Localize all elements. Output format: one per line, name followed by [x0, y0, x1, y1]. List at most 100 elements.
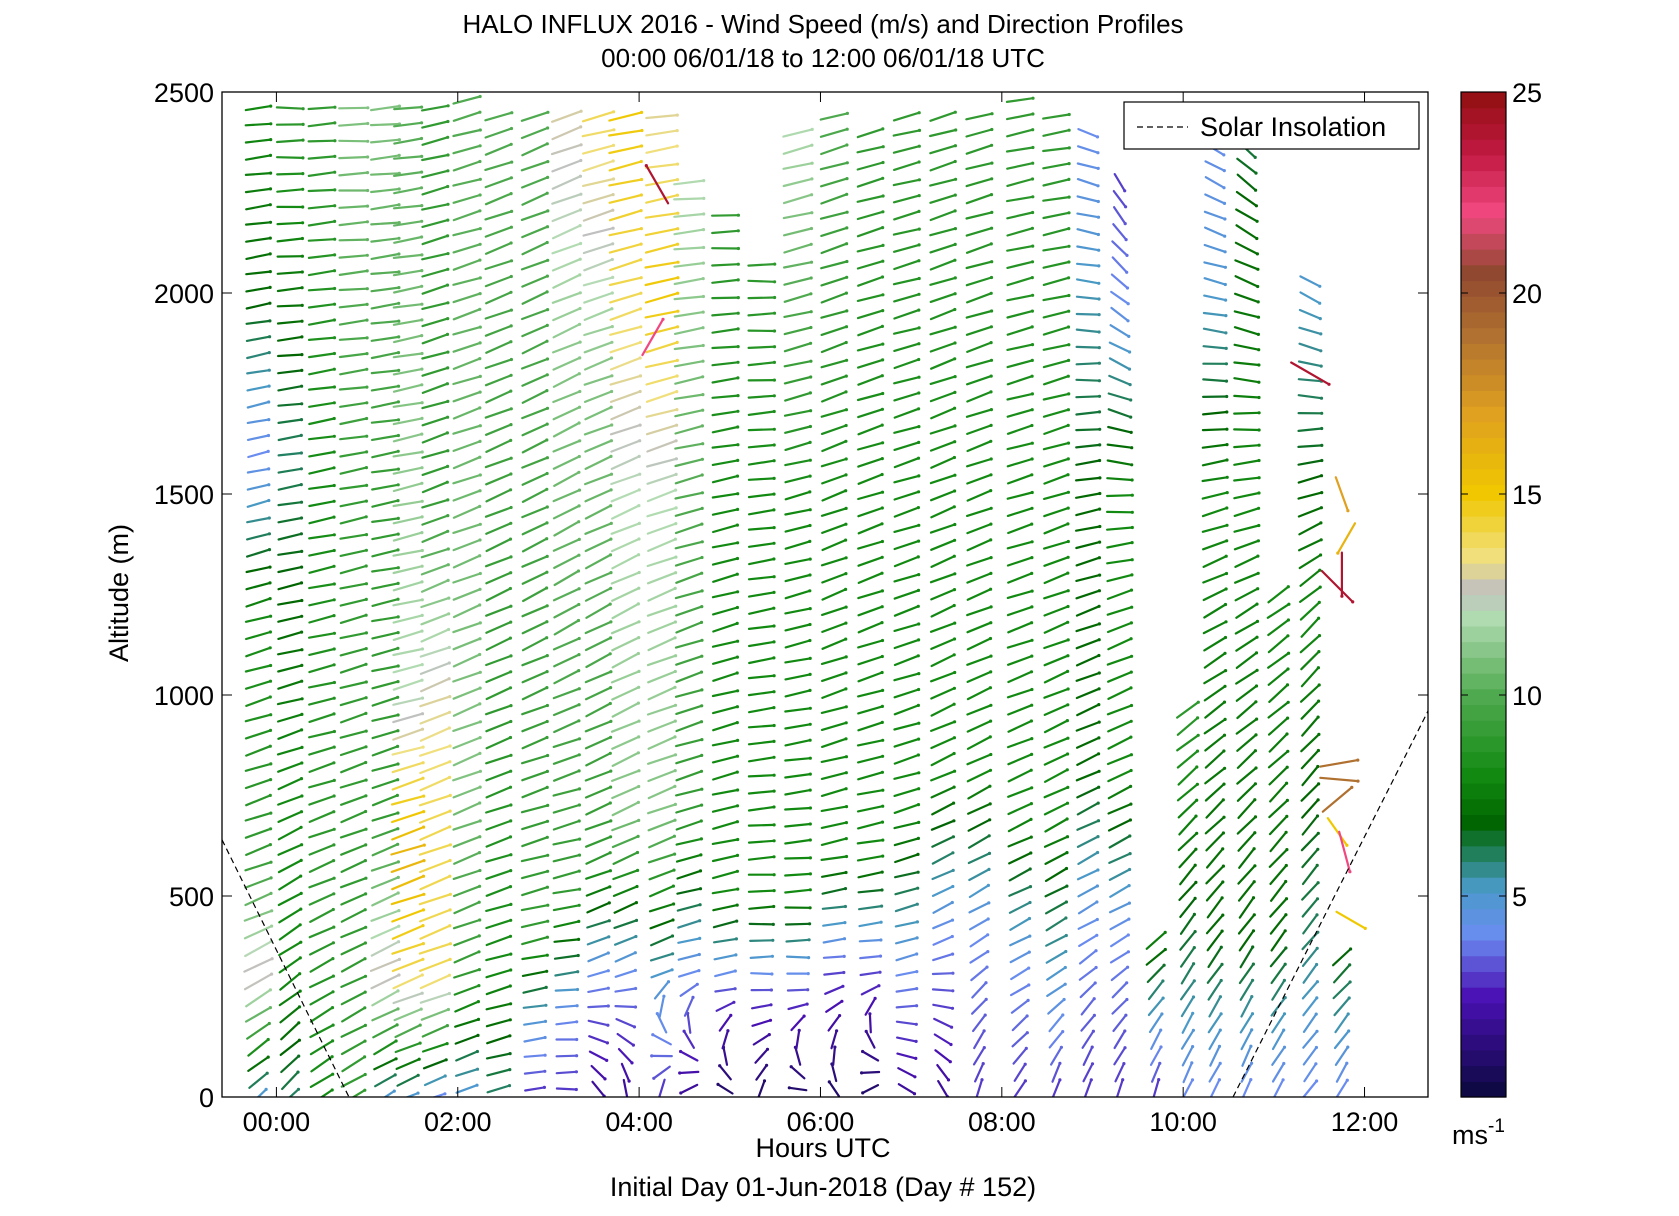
wind-barb [1179, 864, 1197, 886]
wind-barb-head [268, 695, 272, 699]
wind-barb-head [1286, 716, 1290, 720]
wind-barb [308, 466, 336, 475]
wind-barb-head [736, 443, 740, 447]
wind-barb [650, 968, 674, 979]
wind-barb [677, 953, 701, 961]
wind-barb [308, 401, 336, 408]
wind-barb-head [1319, 521, 1323, 525]
wind-barb-head [478, 736, 482, 740]
wind-barb [823, 971, 845, 976]
wind-barb [856, 226, 884, 238]
wind-barb-head [952, 588, 957, 592]
wind-barb [1006, 491, 1034, 500]
wind-barb-head [772, 656, 776, 660]
wind-barb [371, 499, 400, 508]
wind-barb-head [1030, 441, 1034, 445]
x-tick-label: 04:00 [605, 1107, 673, 1137]
wind-barb-head [1196, 733, 1200, 737]
wind-barb [1112, 1014, 1128, 1033]
wind-barb-head [655, 1012, 659, 1016]
wind-barb-head [700, 506, 704, 510]
wind-barb-head [446, 514, 450, 518]
wind-barb [583, 307, 614, 321]
wind-barb-head [1220, 962, 1224, 967]
wind-barb-head [299, 777, 304, 781]
wind-barb [966, 753, 992, 766]
wind-barb-head [880, 506, 884, 510]
wind-barb [1335, 1062, 1348, 1083]
wind-barb [1335, 1079, 1349, 1097]
wind-barb [783, 409, 812, 417]
wind-barb-head [363, 1039, 367, 1043]
wind-barb [392, 565, 424, 575]
wind-barb-head [675, 358, 680, 362]
wind-barb-head [953, 341, 957, 345]
wind-barb-head [772, 889, 776, 893]
wind-barb [520, 209, 549, 221]
colorbar-cell [1461, 327, 1506, 344]
wind-barb-head [420, 499, 424, 503]
y-axis-label: Altitude (m) [104, 524, 134, 662]
wind-barb [1235, 224, 1258, 240]
wind-barb-head [365, 385, 369, 389]
wind-barb [1300, 650, 1321, 671]
wind-barb [1299, 569, 1321, 587]
wind-barb [820, 671, 848, 683]
wind-barb-head [808, 838, 812, 842]
wind-barb-head [1320, 411, 1324, 415]
wind-barb-head [1318, 585, 1322, 589]
wind-barb [1237, 798, 1256, 820]
wind-barb-head [1067, 276, 1071, 280]
wind-barb [307, 139, 336, 143]
wind-barb-head [989, 654, 993, 658]
wind-barb-head [269, 138, 273, 142]
wind-barb [277, 599, 303, 606]
wind-barb-head [1030, 638, 1034, 642]
wind-barb [371, 696, 399, 707]
wind-barb [648, 835, 676, 849]
wind-barb-head [1030, 226, 1034, 230]
wind-barb-head [917, 144, 921, 148]
wind-barb [1005, 97, 1035, 104]
wind-barb [485, 885, 512, 897]
wind-barb-head [989, 621, 993, 625]
wind-barb [673, 393, 705, 400]
wind-barb-head [300, 565, 304, 569]
wind-barb [392, 433, 423, 443]
wind-barb-head [1257, 395, 1261, 400]
wind-barb [1044, 884, 1069, 898]
wind-barb-head [1255, 236, 1259, 241]
wind-barb-head [917, 357, 921, 362]
wind-barb-head [578, 887, 582, 891]
wind-barb [611, 785, 640, 800]
wind-barb-head [364, 794, 368, 798]
wind-barb-head [1193, 863, 1197, 867]
wind-barb-head [1346, 509, 1350, 513]
wind-barb [827, 1014, 841, 1032]
wind-barb-head [1097, 264, 1101, 268]
wind-barb-head [420, 269, 424, 273]
wind-barb [1076, 786, 1100, 799]
wind-barb-head [1254, 651, 1259, 655]
wind-barb [553, 471, 581, 487]
wind-barb [647, 719, 677, 733]
wind-barb-head [509, 753, 513, 757]
wind-barb-head [769, 988, 774, 992]
wind-barb-head [578, 208, 583, 212]
colorbar-cell [1461, 1049, 1506, 1067]
wind-barb-head [1126, 302, 1130, 306]
wind-barb-head [1256, 539, 1260, 543]
wind-barb [1176, 783, 1199, 802]
wind-barb-head [300, 270, 304, 274]
wind-barb-head [542, 1085, 547, 1089]
wind-barb-head [509, 719, 513, 724]
wind-barb [373, 1039, 398, 1056]
wind-barb [1044, 817, 1069, 833]
wind-barb-head [446, 547, 450, 551]
wind-barb [521, 970, 548, 978]
wind-barb-head [772, 590, 776, 595]
wind-barb-head [878, 970, 882, 974]
colorbar-cell [1461, 861, 1506, 878]
wind-barb-head [650, 1054, 654, 1058]
wind-barb [245, 565, 272, 574]
